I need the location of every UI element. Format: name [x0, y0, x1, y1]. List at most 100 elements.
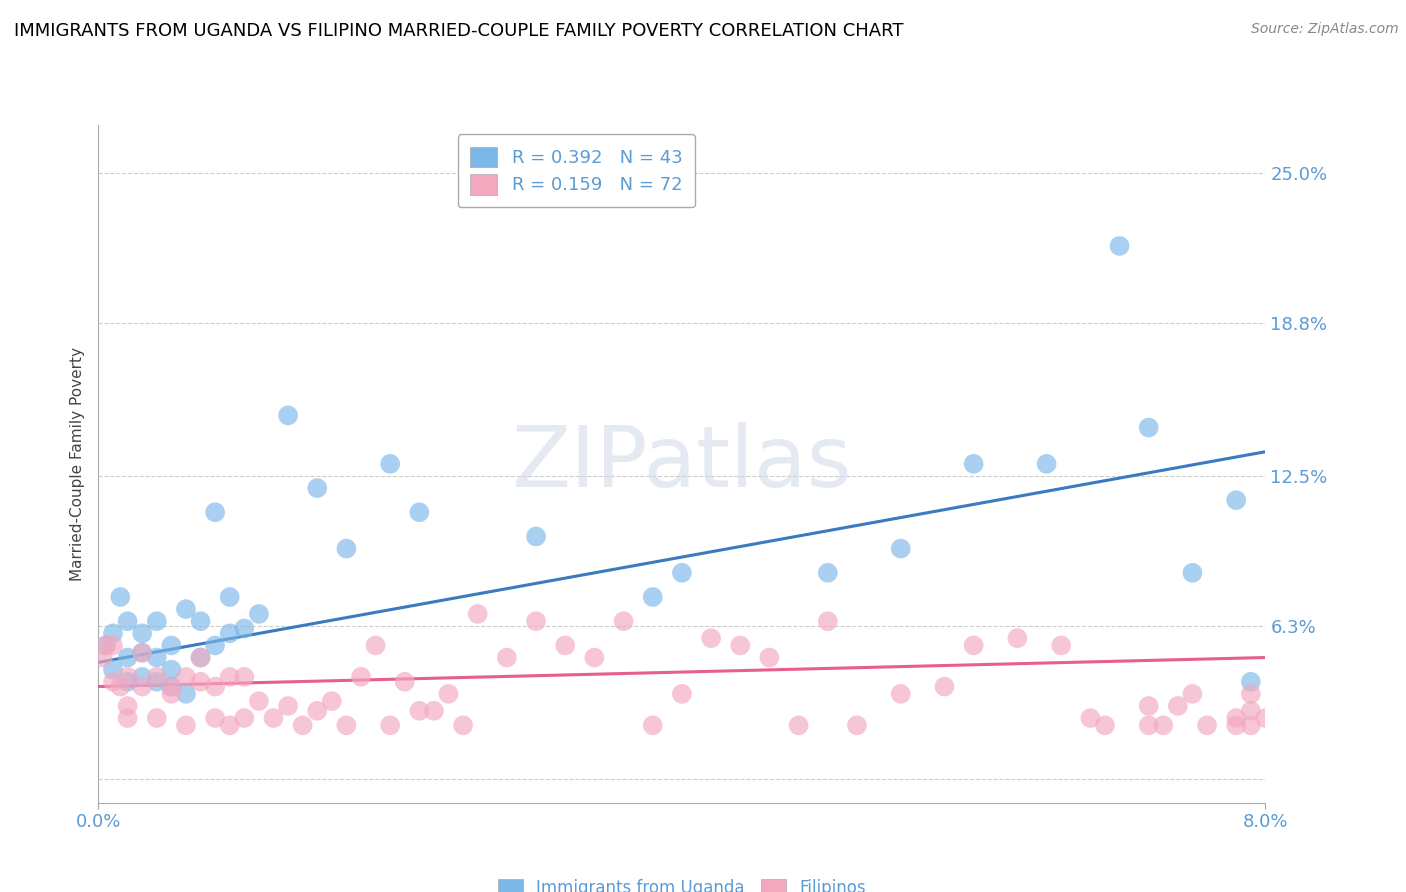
Point: [146, 674, 169, 689]
Point: [364, 639, 387, 653]
Point: [233, 622, 256, 636]
Point: [408, 505, 430, 519]
Point: [94, 639, 117, 653]
Point: [437, 687, 460, 701]
Point: [671, 687, 693, 701]
Point: [204, 680, 226, 694]
Point: [174, 670, 197, 684]
Point: [962, 639, 984, 653]
Point: [554, 639, 576, 653]
Point: [117, 711, 139, 725]
Point: [146, 711, 169, 725]
Point: [131, 646, 153, 660]
Point: [110, 680, 132, 694]
Point: [307, 704, 329, 718]
Point: [1137, 420, 1160, 434]
Point: [1254, 711, 1277, 725]
Point: [277, 409, 299, 423]
Point: [1195, 718, 1218, 732]
Point: [641, 718, 664, 732]
Point: [671, 566, 693, 580]
Point: [160, 687, 183, 701]
Point: [291, 718, 314, 732]
Point: [451, 718, 474, 732]
Point: [335, 718, 357, 732]
Point: [131, 680, 153, 694]
Point: [174, 687, 197, 701]
Point: [277, 698, 299, 713]
Text: ZIPatlas: ZIPatlas: [512, 422, 852, 506]
Point: [218, 590, 240, 604]
Point: [1225, 711, 1247, 725]
Point: [218, 718, 240, 732]
Point: [524, 529, 547, 543]
Point: [218, 670, 240, 684]
Point: [350, 670, 373, 684]
Point: [700, 631, 723, 645]
Point: [233, 711, 256, 725]
Point: [1094, 718, 1116, 732]
Point: [204, 505, 226, 519]
Point: [131, 626, 153, 640]
Point: [146, 670, 169, 684]
Point: [160, 680, 183, 694]
Point: [190, 650, 212, 665]
Point: [817, 614, 839, 628]
Point: [247, 607, 270, 621]
Point: [423, 704, 446, 718]
Point: [160, 639, 183, 653]
Point: [190, 674, 212, 689]
Point: [160, 663, 183, 677]
Point: [1137, 718, 1160, 732]
Point: [641, 590, 664, 604]
Legend: Immigrants from Uganda, Filipinos: Immigrants from Uganda, Filipinos: [491, 872, 873, 892]
Point: [1035, 457, 1057, 471]
Point: [583, 650, 606, 665]
Point: [204, 711, 226, 725]
Point: [612, 614, 634, 628]
Point: [190, 650, 212, 665]
Point: [117, 650, 139, 665]
Point: [934, 680, 956, 694]
Point: [728, 639, 751, 653]
Point: [131, 646, 153, 660]
Point: [262, 711, 284, 725]
Point: [378, 457, 402, 471]
Point: [1108, 239, 1130, 253]
Point: [1225, 493, 1247, 508]
Point: [1240, 674, 1263, 689]
Point: [394, 674, 416, 689]
Point: [1240, 687, 1263, 701]
Point: [110, 590, 132, 604]
Point: [204, 639, 226, 653]
Point: [787, 718, 810, 732]
Point: [335, 541, 357, 556]
Point: [890, 541, 912, 556]
Point: [146, 650, 169, 665]
Point: [131, 670, 153, 684]
Text: Source: ZipAtlas.com: Source: ZipAtlas.com: [1251, 22, 1399, 37]
Point: [174, 602, 197, 616]
Point: [218, 626, 240, 640]
Point: [1007, 631, 1029, 645]
Text: IMMIGRANTS FROM UGANDA VS FILIPINO MARRIED-COUPLE FAMILY POVERTY CORRELATION CHA: IMMIGRANTS FROM UGANDA VS FILIPINO MARRI…: [14, 22, 904, 40]
Point: [467, 607, 489, 621]
Point: [233, 670, 256, 684]
Point: [117, 698, 139, 713]
Point: [117, 670, 139, 684]
Point: [101, 674, 124, 689]
Point: [378, 718, 402, 732]
Point: [408, 704, 430, 718]
Point: [758, 650, 780, 665]
Point: [1080, 711, 1102, 725]
Point: [1181, 687, 1204, 701]
Point: [91, 650, 114, 665]
Point: [117, 614, 139, 628]
Point: [307, 481, 329, 495]
Point: [1152, 718, 1174, 732]
Point: [101, 639, 124, 653]
Point: [321, 694, 343, 708]
Point: [1240, 718, 1263, 732]
Point: [101, 626, 124, 640]
Point: [101, 663, 124, 677]
